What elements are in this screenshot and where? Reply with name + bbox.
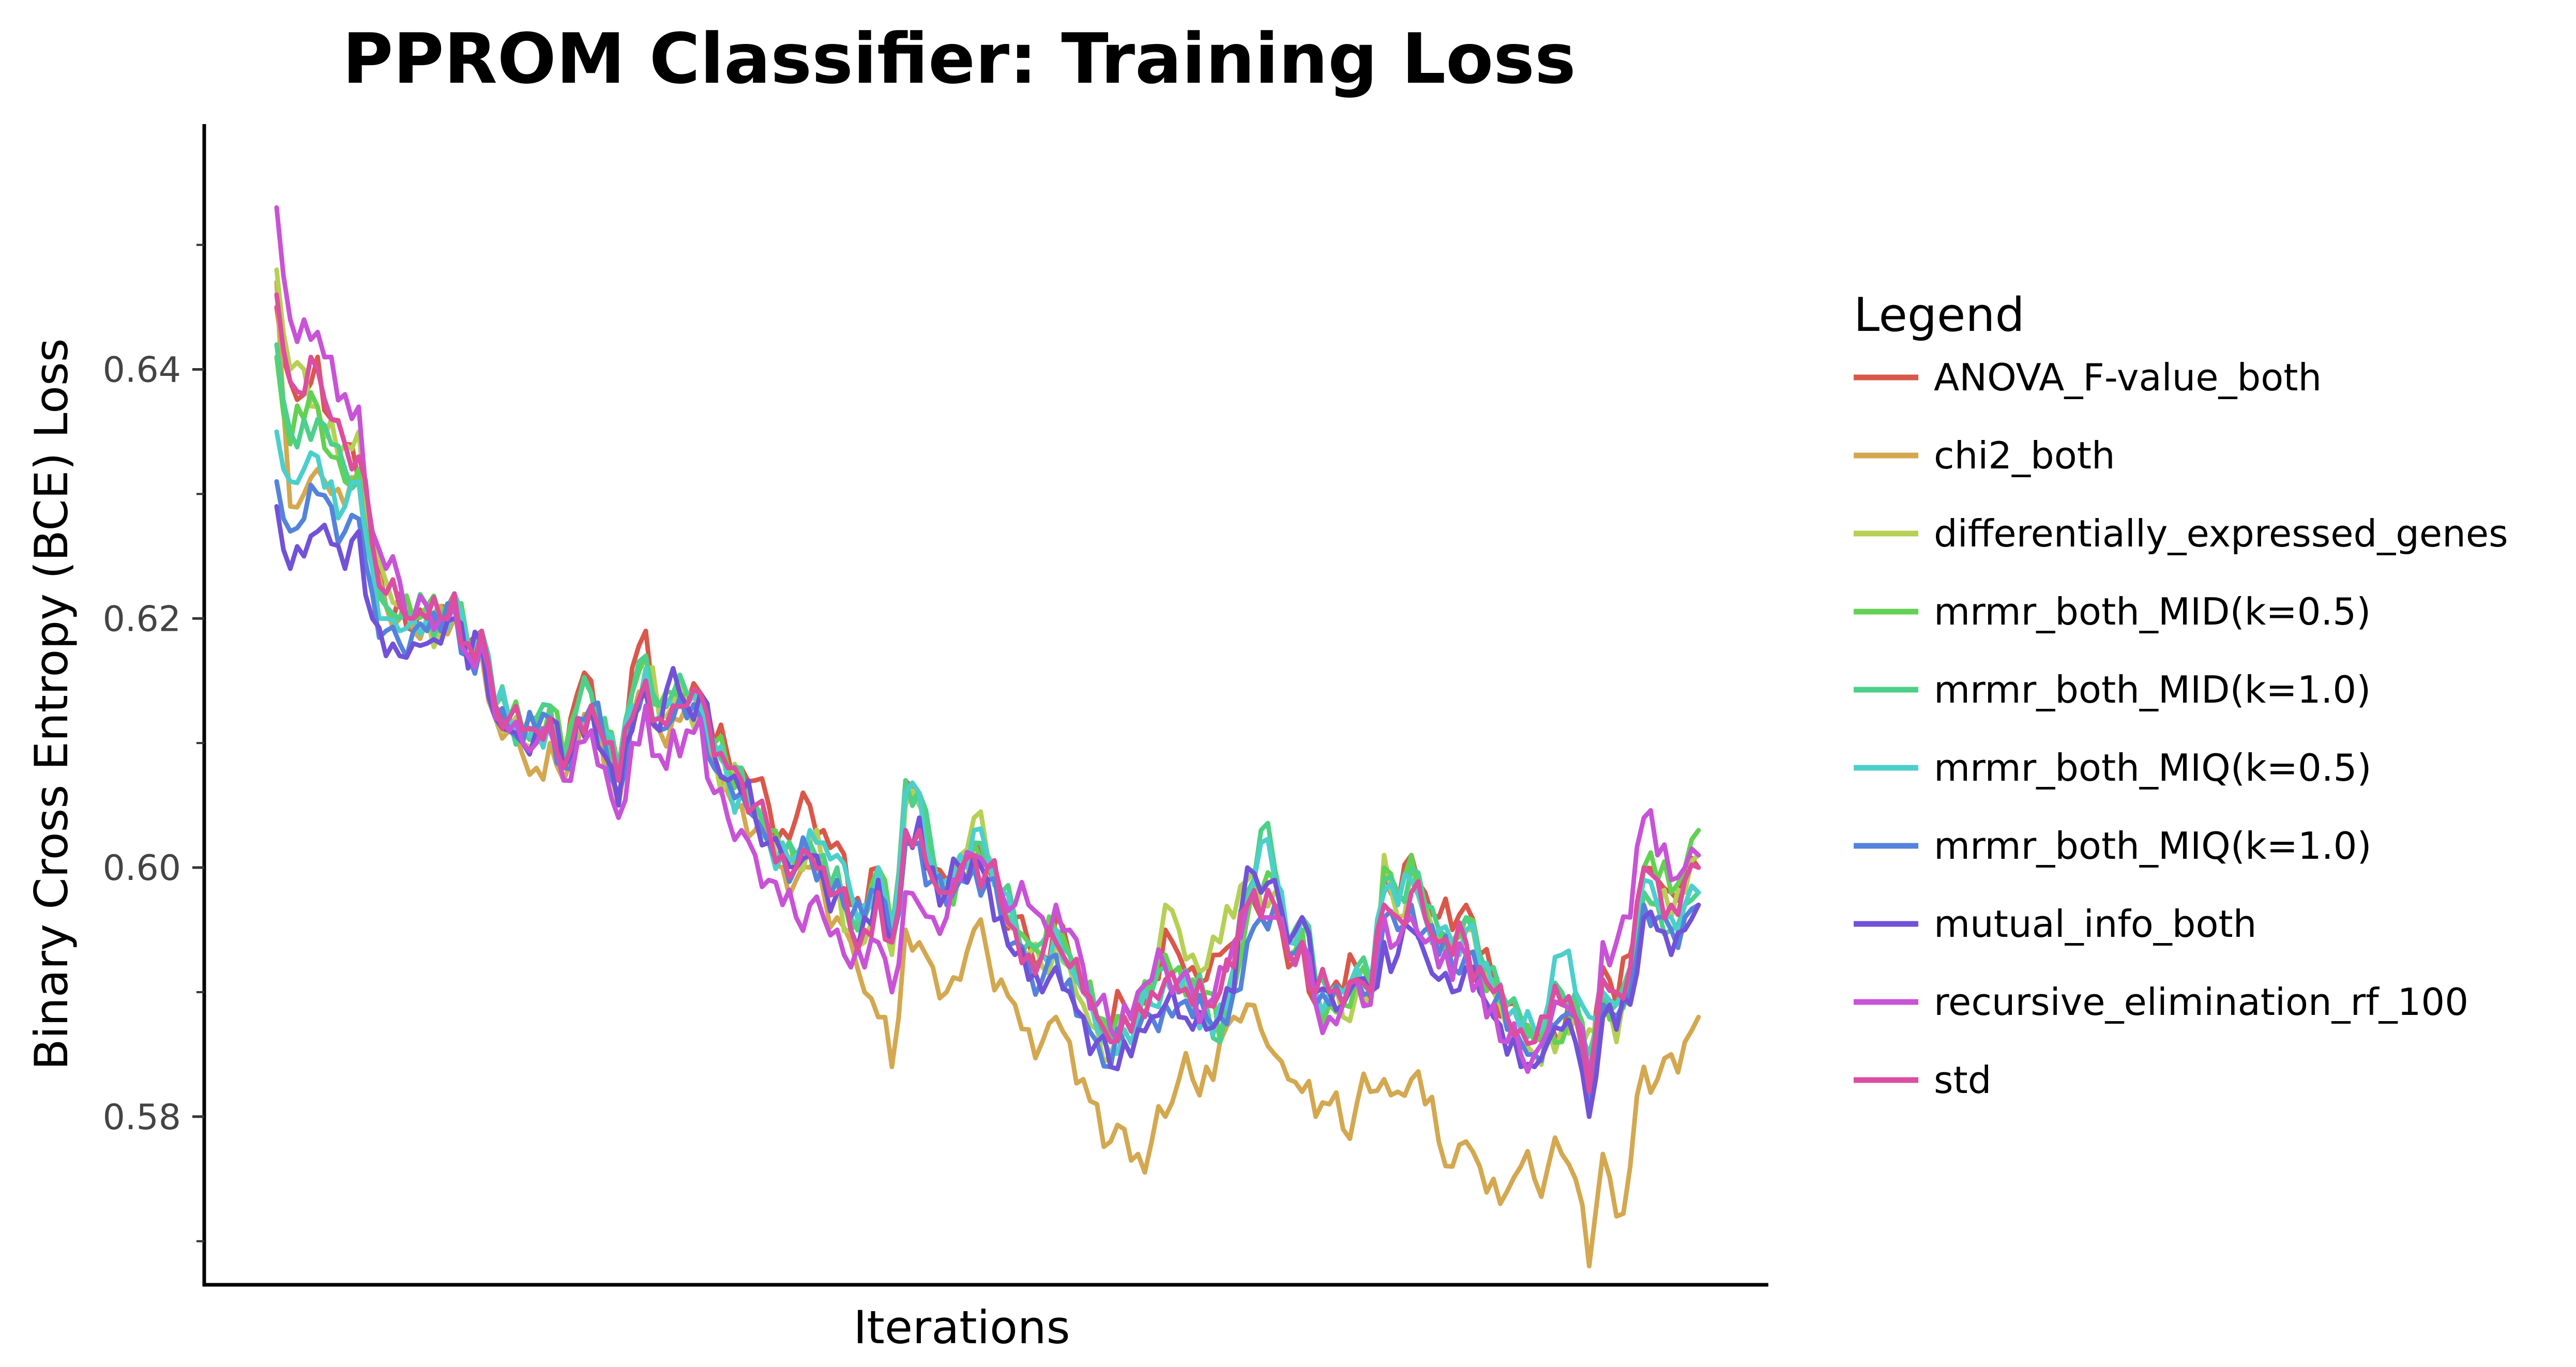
legend-title: Legend — [1854, 288, 2025, 342]
legend-item: std — [1854, 1058, 1991, 1102]
y-axis-label: Binary Cross Entropy (BCE) Loss — [25, 338, 78, 1070]
series-line-1 — [274, 280, 1701, 1269]
legend-item: mrmr_both_MIQ(k=1.0) — [1854, 824, 2372, 868]
legend-label: mrmr_both_MIQ(k=1.0) — [1934, 824, 2372, 868]
legend-item: mrmr_both_MIQ(k=0.5) — [1854, 746, 2372, 789]
legend-item: recursive_elimination_rf_100 — [1854, 980, 2468, 1024]
legend-items: ANOVA_F-value_both chi2_both differentiall… — [1854, 356, 2508, 1102]
legend-label: chi2_both — [1934, 434, 2115, 477]
y-tick-label: 0.62 — [103, 599, 181, 640]
plot-area — [274, 205, 1701, 1269]
x-axis-label: Iterations — [853, 1301, 1070, 1354]
legend-label: differentially_expressed_genes — [1934, 512, 2508, 555]
y-tick-label: 0.60 — [103, 848, 181, 889]
legend-item: mrmr_both_MID(k=0.5) — [1854, 590, 2371, 633]
legend-item: mrmr_both_MID(k=1.0) — [1854, 668, 2371, 711]
legend-item: chi2_both — [1854, 434, 2115, 477]
legend-item: ANOVA_F-value_both — [1854, 356, 2322, 399]
legend-label: std — [1934, 1058, 1991, 1102]
legend-label: mrmr_both_MIQ(k=0.5) — [1934, 746, 2372, 789]
legend-label: ANOVA_F-value_both — [1934, 356, 2322, 399]
series-line-6 — [274, 479, 1701, 1119]
legend-label: recursive_elimination_rf_100 — [1934, 980, 2468, 1024]
legend: Legend ANOVA_F-value_both chi2_bothdiffer… — [1854, 288, 2508, 1102]
chart-title: PPROM Classifier: Training Loss — [342, 19, 1576, 99]
legend-label: mutual_info_both — [1934, 902, 2256, 946]
y-tick-label: 0.58 — [103, 1097, 181, 1138]
legend-label: mrmr_both_MID(k=1.0) — [1934, 668, 2371, 711]
series-line-9 — [274, 292, 1701, 1095]
legend-item: differentially_expressed_genes — [1854, 512, 2508, 555]
y-tick-label: 0.64 — [103, 350, 181, 391]
legend-item: mutual_info_both — [1854, 902, 2256, 946]
series-line-7 — [274, 504, 1701, 1119]
legend-label: mrmr_both_MID(k=0.5) — [1934, 590, 2371, 633]
y-ticks: 0.58 0.60 0.62 0.64 — [103, 244, 204, 1242]
